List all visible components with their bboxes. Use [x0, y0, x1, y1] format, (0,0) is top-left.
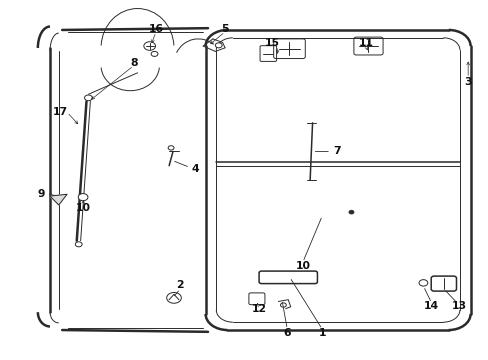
Text: 8: 8 — [130, 58, 137, 68]
Text: 17: 17 — [53, 107, 68, 117]
Text: 14: 14 — [423, 301, 438, 311]
Circle shape — [78, 194, 88, 201]
Circle shape — [84, 95, 92, 101]
Text: 5: 5 — [221, 23, 228, 33]
Text: 9: 9 — [38, 189, 45, 199]
Circle shape — [151, 51, 158, 57]
Text: 16: 16 — [148, 23, 163, 33]
Text: 6: 6 — [283, 328, 290, 338]
Text: 2: 2 — [176, 280, 184, 291]
Text: 13: 13 — [451, 301, 466, 311]
Text: 3: 3 — [464, 77, 471, 87]
Text: 7: 7 — [332, 147, 340, 157]
Text: 10: 10 — [295, 261, 310, 271]
Text: 11: 11 — [358, 38, 373, 48]
Circle shape — [280, 303, 286, 307]
Circle shape — [418, 280, 427, 286]
Text: 12: 12 — [251, 303, 266, 314]
Polygon shape — [50, 194, 67, 205]
Circle shape — [75, 242, 82, 247]
Text: 15: 15 — [264, 38, 280, 48]
Circle shape — [143, 42, 155, 50]
Circle shape — [348, 210, 353, 214]
Text: 1: 1 — [318, 328, 325, 338]
Circle shape — [168, 146, 174, 150]
Text: 4: 4 — [191, 164, 198, 174]
Circle shape — [215, 43, 222, 48]
Text: 10: 10 — [76, 203, 90, 213]
